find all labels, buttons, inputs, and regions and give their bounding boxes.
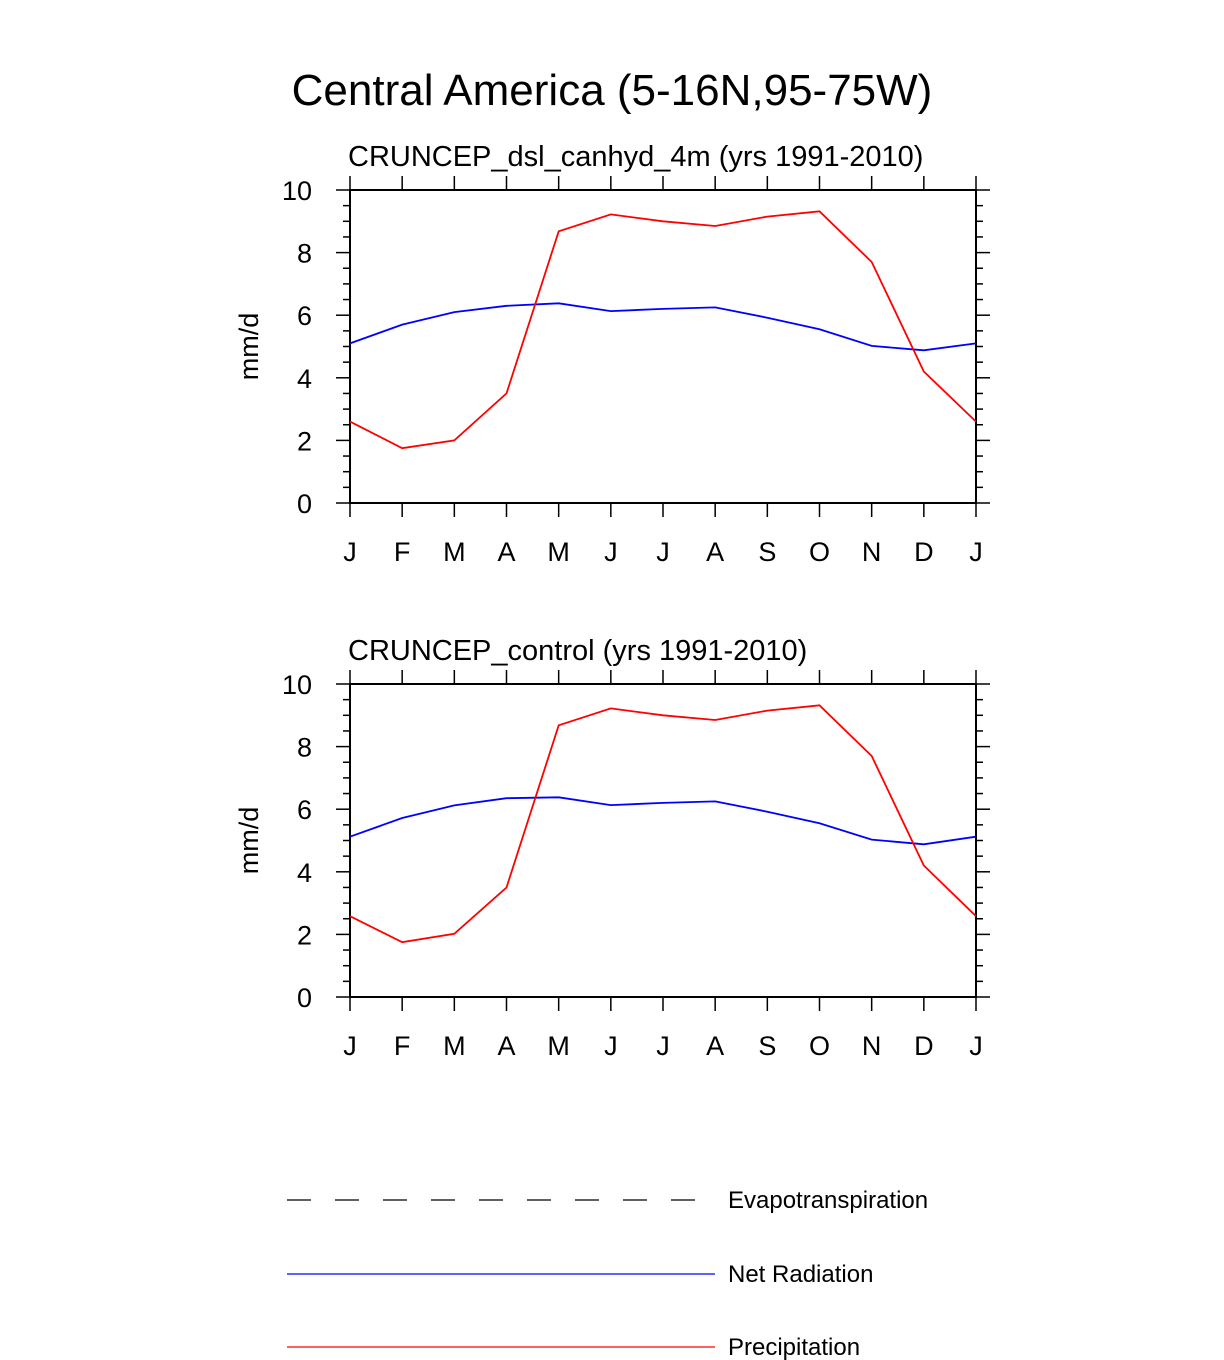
series-line-precipitation [349,704,977,944]
legend-label: Precipitation [728,1334,860,1360]
legend-label: Evapotranspiration [728,1187,928,1214]
legend-item: Precipitation [287,1334,860,1360]
x-tick-label: A [497,1031,515,1061]
x-tick-label: A [706,537,724,567]
y-axis-label: mm/d [234,807,264,875]
x-tick-label: M [547,1031,570,1061]
series-line-net-radiation [349,796,977,846]
chart-panel-1: CRUNCEP_dsl_canhyd_4m (yrs 1991-2010) mm/… [234,141,990,567]
y-tick-label: 2 [297,426,312,456]
y-tick-label: 6 [297,795,312,825]
y-tick-label: 10 [282,176,312,206]
x-tick-label: J [656,1031,670,1061]
x-tick-label: A [497,537,515,567]
y-tick-label: 4 [297,364,312,394]
x-tick-label: J [604,1031,618,1061]
y-tick-label: 10 [282,670,312,700]
legend-item: Evapotranspiration [287,1187,928,1214]
x-tick-label: J [969,1031,983,1061]
x-tick-label: A [706,1031,724,1061]
x-tick-label: J [656,537,670,567]
panel-title: CRUNCEP_control (yrs 1991-2010) [348,635,807,667]
x-tick-label: N [862,1031,882,1061]
x-tick-label: J [343,1031,357,1061]
x-tick-label: M [443,537,466,567]
chart-panel-2: CRUNCEP_control (yrs 1991-2010) mm/d 0 2 4 6 8… [234,635,990,1061]
x-tick-label: F [394,1031,411,1061]
x-tick-label: D [914,537,934,567]
x-tick-label: O [809,537,830,567]
y-tick-label: 2 [297,920,312,950]
y-tick-label: 4 [297,858,312,888]
x-tick-label: F [394,537,411,567]
legend-item: Net Radiation [287,1261,873,1288]
x-tick-label: M [443,1031,466,1061]
y-tick-label: 8 [297,239,312,269]
x-tick-label: S [758,1031,776,1061]
x-tick-label: S [758,537,776,567]
y-tick-label: 6 [297,301,312,331]
series-line-net-radiation [349,302,977,352]
y-tick-label: 8 [297,733,312,763]
x-tick-label: M [547,537,570,567]
series-line-precipitation [349,210,977,450]
chart-main-title: Central America (5-16N,95-75W) [291,66,933,115]
x-tick-label: N [862,537,882,567]
x-tick-label: J [969,537,983,567]
y-axis-label: mm/d [234,313,264,381]
panel-title: CRUNCEP_dsl_canhyd_4m (yrs 1991-2010) [348,141,923,173]
x-tick-label: J [604,537,618,567]
x-tick-label: D [914,1031,934,1061]
y-tick-label: 0 [297,983,312,1013]
y-tick-label: 0 [297,489,312,519]
legend-label: Net Radiation [728,1261,873,1288]
x-tick-label: J [343,537,357,567]
x-tick-label: O [809,1031,830,1061]
